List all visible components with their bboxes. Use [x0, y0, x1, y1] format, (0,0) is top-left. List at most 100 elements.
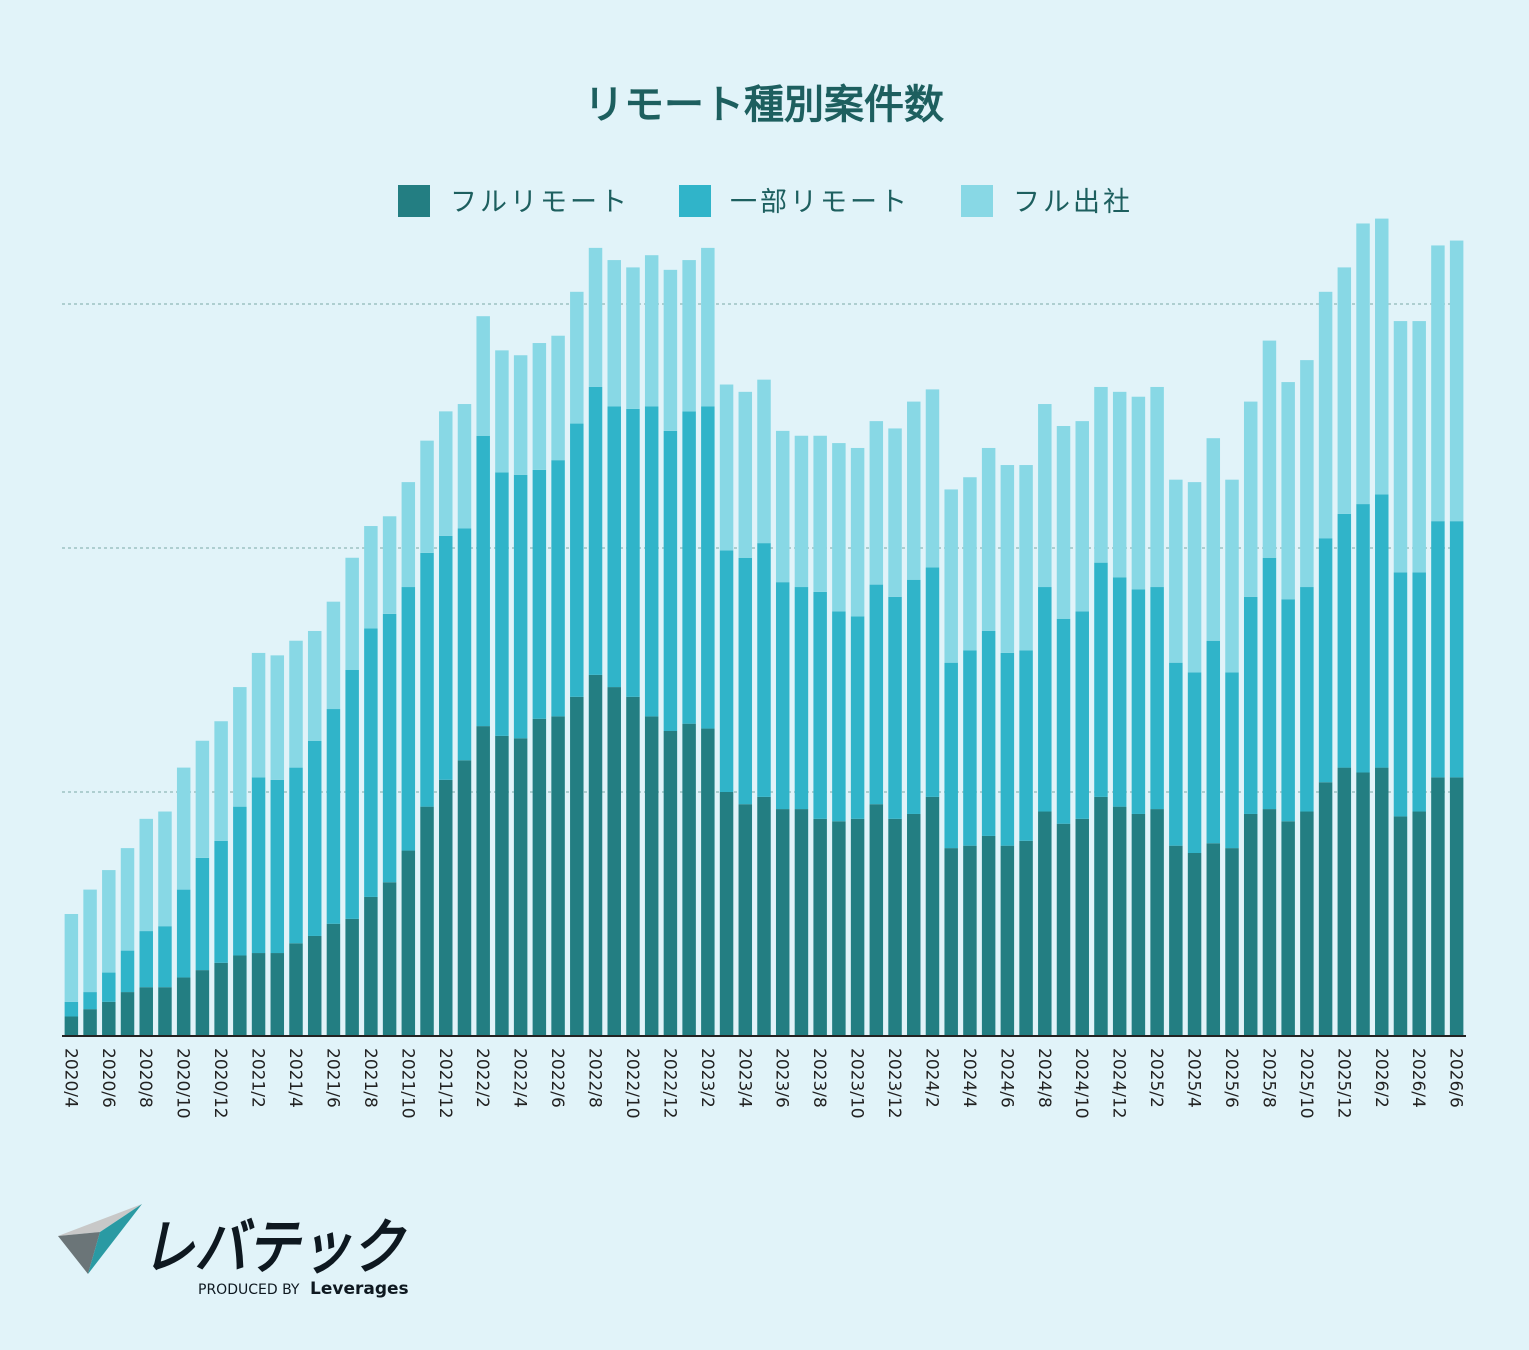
logo-mark-gray: [58, 1232, 100, 1274]
bar-segment: [1000, 652, 1015, 846]
chart-title: リモート種別案件数: [584, 82, 944, 128]
bar-segment: [233, 955, 247, 1036]
bar-segment: [775, 809, 790, 1036]
bar-segment: [1000, 845, 1015, 1036]
bar-segment: [832, 821, 846, 1036]
bar-segment: [476, 435, 490, 727]
bar-segment: [757, 796, 771, 1036]
bar-segment: [644, 716, 659, 1036]
bar-segment: [1094, 386, 1108, 563]
bar-segment: [551, 460, 565, 717]
bar-segment: [1038, 811, 1052, 1036]
x-tick-label: 2023/2: [697, 1048, 717, 1108]
bar-segment: [1019, 840, 1033, 1036]
bar-segment: [120, 848, 135, 951]
bar-segment: [176, 767, 191, 890]
bar-segment: [963, 477, 977, 651]
bar-segment: [963, 650, 977, 846]
x-tick-label: 2025/12: [1333, 1048, 1353, 1119]
x-tick-label: 2023/4: [734, 1048, 754, 1108]
bar-segment: [495, 735, 509, 1036]
bar-segment: [1112, 806, 1127, 1036]
bar-segment: [869, 584, 884, 805]
bar-segment: [607, 260, 621, 407]
bar-segment: [1449, 521, 1464, 778]
bar-segment: [214, 840, 228, 963]
bar-segment: [738, 804, 753, 1036]
logo-mark-light: [58, 1204, 142, 1236]
bar-segment: [401, 482, 416, 588]
bar-segment: [1356, 223, 1370, 505]
bar-segment: [1356, 772, 1370, 1036]
bar-segment: [439, 535, 453, 780]
bar-segment: [1075, 818, 1089, 1036]
bar-segment: [1094, 796, 1108, 1036]
bar-segment: [251, 953, 266, 1036]
bar-segment: [1300, 587, 1314, 812]
bar-segment: [1075, 421, 1089, 612]
bar-segment: [289, 767, 303, 944]
bar-segment: [644, 406, 659, 717]
bar-segment: [326, 709, 341, 924]
bar-segment: [120, 950, 135, 993]
x-tick-label: 2026/6: [1446, 1048, 1466, 1108]
bar-segment: [981, 630, 996, 836]
bar-segment: [83, 889, 97, 993]
x-tick-label: 2021/12: [435, 1048, 455, 1119]
bar-segment: [551, 716, 565, 1036]
bar-segment: [981, 447, 996, 631]
x-tick-label: 2024/6: [996, 1048, 1016, 1108]
bar-segment: [663, 731, 678, 1036]
bar-segment: [326, 923, 341, 1036]
x-tick-label: 2021/2: [248, 1048, 268, 1108]
legend-swatch: [679, 185, 711, 217]
bar-segment: [925, 567, 940, 797]
bar-segment: [1375, 494, 1389, 768]
bar-segment: [850, 818, 865, 1036]
bar-segment: [813, 591, 827, 819]
bar-segment: [214, 721, 228, 841]
bar-segment: [195, 970, 210, 1036]
bar-segment: [738, 557, 753, 805]
bar-segment: [907, 579, 921, 814]
bar-segment: [1038, 587, 1052, 812]
x-tick-label: 2022/12: [659, 1048, 679, 1119]
bar-segment: [102, 972, 116, 1002]
bar-segment: [1431, 777, 1445, 1036]
x-tick-label: 2020/8: [135, 1048, 155, 1108]
bar-segment: [1431, 245, 1445, 522]
bar-segment: [1375, 767, 1389, 1036]
bar-segment: [345, 557, 359, 670]
bar-segment: [120, 992, 135, 1036]
bar-segment: [1112, 577, 1127, 807]
bar-segment: [513, 738, 528, 1036]
logo-brand-text: レバテック: [142, 1213, 407, 1283]
legend-label: 一部リモート: [730, 187, 910, 218]
bar-segment: [1412, 811, 1426, 1036]
bar-segment: [495, 472, 509, 736]
bar-segment: [701, 247, 715, 407]
bar-segment: [1281, 821, 1295, 1036]
bar-segment: [420, 806, 434, 1036]
bar-segment: [457, 760, 472, 1036]
bar-segment: [1356, 504, 1370, 773]
bar-segment: [439, 411, 453, 536]
bar-segment: [1337, 513, 1352, 768]
bar-segment: [1056, 618, 1071, 824]
bar-segment: [139, 931, 153, 988]
bar-segment: [457, 528, 472, 761]
bar-segment: [382, 882, 397, 1036]
bar-segment: [1056, 426, 1071, 619]
logo-produced-by: PRODUCED BY: [198, 1282, 300, 1298]
bar-segment: [1169, 479, 1183, 663]
bar-segment: [1393, 321, 1408, 573]
x-tick-label: 2024/12: [1109, 1048, 1129, 1119]
bar-segment: [588, 247, 603, 387]
bar-segment: [1449, 240, 1464, 522]
x-tick-label: 2023/6: [772, 1048, 792, 1108]
x-tick-label: 2021/8: [360, 1048, 380, 1108]
bar-segment: [307, 935, 322, 1036]
bar-segment: [1131, 396, 1146, 590]
x-tick-label: 2025/4: [1184, 1048, 1204, 1108]
bar-segment: [214, 962, 228, 1036]
